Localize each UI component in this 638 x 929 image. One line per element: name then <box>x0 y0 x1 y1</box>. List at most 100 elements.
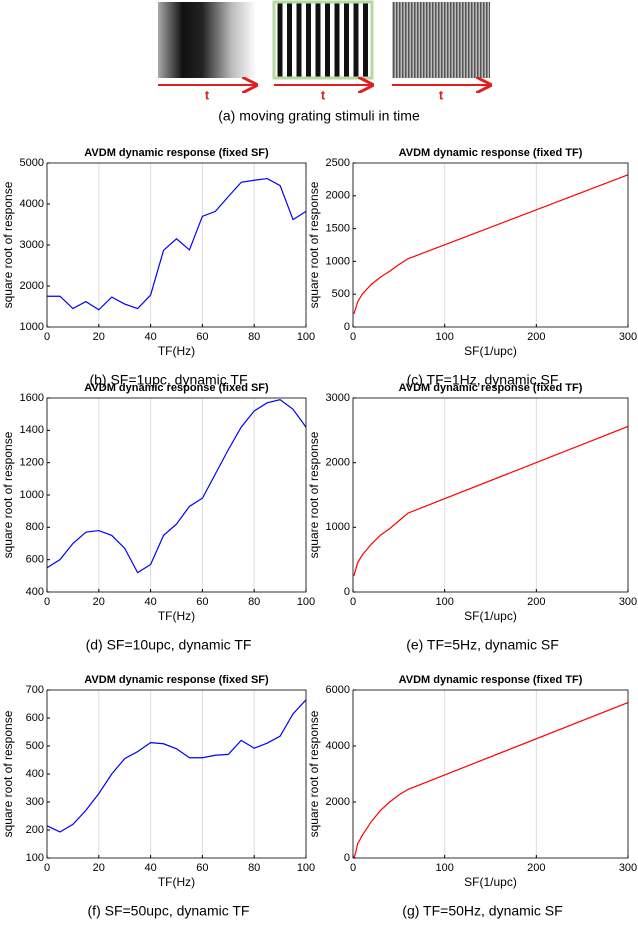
y-tick-label: 3000 <box>326 392 350 404</box>
arrow-label: t <box>321 87 326 102</box>
x-tick-label: 200 <box>527 331 545 343</box>
plot-area <box>47 690 306 858</box>
y-tick-label: 600 <box>26 712 44 724</box>
y-tick-label: 1600 <box>20 392 44 404</box>
x-tick-label: 80 <box>248 331 260 343</box>
plot-area <box>353 163 628 327</box>
y-tick-label: 200 <box>26 824 44 836</box>
y-tick-label: 4000 <box>326 740 350 752</box>
grating-image <box>392 2 490 78</box>
grating-image <box>158 2 256 78</box>
caption: (f) SF=50upc, dynamic TF <box>88 903 250 919</box>
x-tick-label: 100 <box>297 331 315 343</box>
x-tick-label: 0 <box>44 596 50 608</box>
x-tick-label: 300 <box>619 331 637 343</box>
y-tick-label: 1000 <box>326 255 350 267</box>
plot-area <box>353 398 628 592</box>
y-axis-label: square root of response <box>307 181 321 308</box>
data-line <box>353 702 629 859</box>
y-tick-label: 100 <box>26 852 44 864</box>
arrow-label: t <box>205 87 210 102</box>
data-line <box>353 425 629 576</box>
y-tick-label: 700 <box>26 684 44 696</box>
y-axis-label: square root of response <box>307 431 321 558</box>
y-axis-label: square root of response <box>1 431 15 558</box>
y-tick-label: 1000 <box>326 521 350 533</box>
y-axis-label: square root of response <box>1 181 15 308</box>
data-line <box>46 398 307 574</box>
x-tick-label: 100 <box>297 596 315 608</box>
x-tick-label: 40 <box>144 862 156 874</box>
y-tick-label: 400 <box>26 586 44 598</box>
plot-area <box>47 398 306 592</box>
y-axis-label: square root of response <box>1 710 15 837</box>
caption: (d) SF=10upc, dynamic TF <box>86 637 252 653</box>
y-tick-label: 3000 <box>20 239 44 251</box>
y-tick-label: 4000 <box>20 198 44 210</box>
x-tick-label: 0 <box>350 331 356 343</box>
x-axis-label: TF(Hz) <box>158 344 195 358</box>
y-tick-label: 1000 <box>20 489 44 501</box>
x-tick-label: 100 <box>435 596 453 608</box>
y-tick-label: 400 <box>26 768 44 780</box>
y-tick-label: 300 <box>26 796 44 808</box>
x-tick-label: 40 <box>144 331 156 343</box>
x-tick-label: 20 <box>93 862 105 874</box>
x-tick-label: 0 <box>44 331 50 343</box>
y-tick-label: 600 <box>26 554 44 566</box>
x-tick-label: 200 <box>527 596 545 608</box>
x-tick-label: 0 <box>44 862 50 874</box>
x-tick-label: 300 <box>619 862 637 874</box>
y-tick-label: 1400 <box>20 424 44 436</box>
plot-frame <box>46 162 307 328</box>
y-tick-label: 1500 <box>326 223 350 235</box>
x-axis-label: SF(1/upc) <box>464 875 517 889</box>
caption: (c) TF=1Hz, dynamic SF <box>407 372 559 388</box>
x-tick-label: 100 <box>297 862 315 874</box>
chart-title: AVDM dynamic response (fixed SF) <box>84 147 269 159</box>
y-tick-label: 5000 <box>20 157 44 169</box>
x-tick-label: 0 <box>350 596 356 608</box>
y-tick-label: 0 <box>344 586 350 598</box>
y-tick-label: 6000 <box>326 684 350 696</box>
y-tick-label: 0 <box>344 852 350 864</box>
y-tick-label: 2000 <box>20 280 44 292</box>
x-tick-label: 20 <box>93 331 105 343</box>
data-line <box>353 174 629 315</box>
x-tick-label: 100 <box>435 331 453 343</box>
y-axis-label: square root of response <box>307 710 321 837</box>
x-axis-label: TF(Hz) <box>158 875 195 889</box>
y-tick-label: 2000 <box>326 190 350 202</box>
y-tick-label: 1200 <box>20 457 44 469</box>
y-tick-label: 1000 <box>20 321 44 333</box>
x-tick-label: 200 <box>527 862 545 874</box>
plot-frame <box>352 689 629 859</box>
x-tick-label: 100 <box>435 862 453 874</box>
caption: (a) moving grating stimuli in time <box>218 108 420 124</box>
x-tick-label: 60 <box>196 596 208 608</box>
plot-area <box>353 690 628 858</box>
x-tick-label: 80 <box>248 862 260 874</box>
grating-image <box>272 0 374 80</box>
y-tick-label: 500 <box>332 288 350 300</box>
x-axis-label: TF(Hz) <box>158 609 195 623</box>
plot-frame <box>46 397 307 593</box>
data-line <box>47 177 307 311</box>
plot-area <box>47 163 306 327</box>
x-tick-label: 40 <box>144 596 156 608</box>
y-tick-label: 800 <box>26 521 44 533</box>
y-tick-label: 2500 <box>326 157 350 169</box>
x-axis-label: SF(1/upc) <box>464 344 517 358</box>
y-tick-label: 2000 <box>326 457 350 469</box>
x-axis-label: SF(1/upc) <box>464 609 517 623</box>
plot-frame <box>352 397 629 593</box>
data-line <box>46 699 307 833</box>
x-tick-label: 300 <box>619 596 637 608</box>
x-tick-label: 80 <box>248 596 260 608</box>
chart-title: AVDM dynamic response (fixed TF) <box>399 382 583 394</box>
x-tick-label: 60 <box>196 862 208 874</box>
arrow-label: t <box>439 87 444 102</box>
y-tick-label: 500 <box>26 740 44 752</box>
